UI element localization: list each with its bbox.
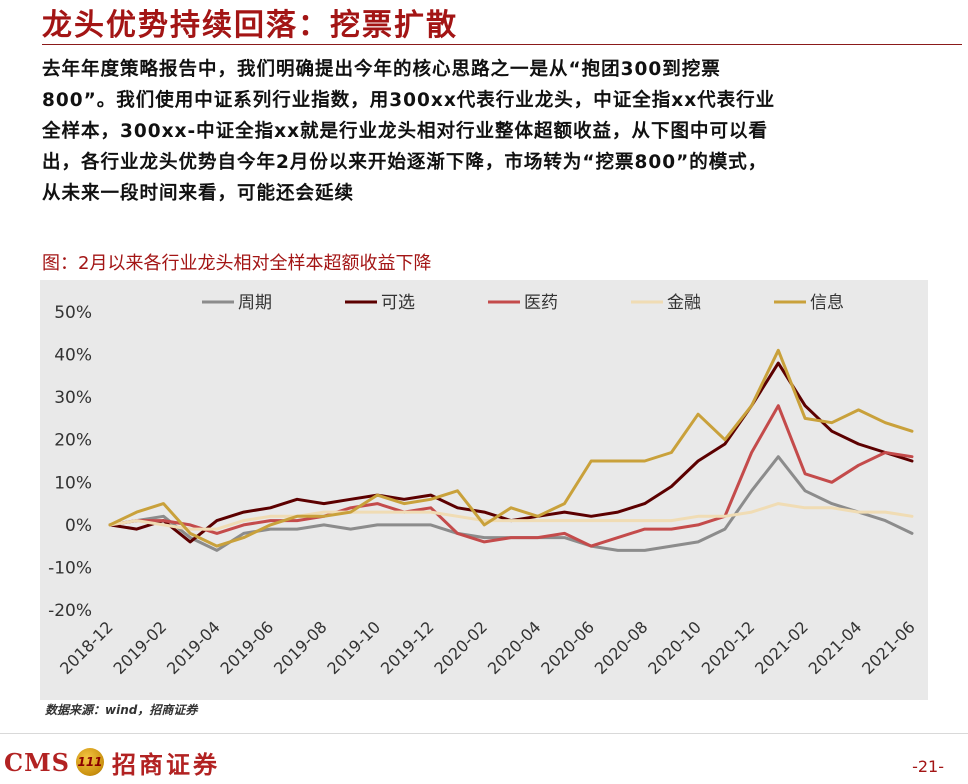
x-tick-label: 2019-10 [323,617,384,678]
body-paragraph: 去年年度策略报告中，我们明确提出今年的核心思路之一是从“抱团300到挖票 800… [42,54,962,209]
series-line [108,502,914,531]
body-line: 全样本，300xx-中证全指xx就是行业龙头相对行业整体超额收益，从下图中可以看 [42,121,769,142]
y-tick-label: 10% [54,473,92,493]
y-tick-label: 40% [54,346,92,366]
series-line [108,348,914,548]
legend-label: 可选 [381,293,415,313]
x-tick-label: 2020-02 [430,617,491,678]
line-chart: 50%40%30%20%10%0%-10%-20%2018-122019-022… [48,293,919,678]
legend-label: 医药 [524,293,558,313]
series-line [108,404,914,548]
page-title: 龙头优势持续回落：挖票扩散 [42,8,458,43]
x-tick-label: 2019-04 [163,617,224,678]
data-source: 数据来源：wind，招商证券 [45,703,198,717]
x-tick-label: 2019-08 [270,617,331,678]
x-tick-label: 2020-12 [698,617,759,678]
body-line: 800”。我们使用中证系列行业指数，用300xx代表行业龙头，中证全指xx代表行… [42,90,776,111]
figure-caption: 图：2月以来各行业龙头相对全样本超额收益下降 [42,253,432,274]
x-tick-label: 2019-06 [217,617,278,678]
body-line: 出，各行业龙头优势自今年2月份以来开始逐渐下降，市场转为“挖票800”的模式， [42,152,768,173]
logo-badge-text: 111 [77,755,103,769]
body-line: 从未来一段时间来看，可能还会延续 [42,183,355,204]
body-line: 去年年度策略报告中，我们明确提出今年的核心思路之一是从“抱团300到挖票 [42,59,721,80]
logo-text: CMS [4,747,70,777]
y-tick-label: 0% [65,516,92,536]
y-tick-label: -10% [48,558,92,578]
x-tick-label: 2019-02 [110,617,171,678]
x-tick-label: 2020-10 [644,617,705,678]
footer-divider [0,733,968,734]
y-tick-label: 30% [54,388,92,408]
title-divider [42,44,962,45]
legend-label: 信息 [810,293,844,313]
logo-badge-icon: 111 [76,748,104,776]
x-tick-label: 2021-02 [751,617,812,678]
y-tick-label: 50% [54,303,92,323]
x-tick-label: 2020-04 [484,617,545,678]
page-number: -21- [912,757,944,776]
y-tick-label: 20% [54,431,92,451]
x-tick-label: 2018-12 [56,617,117,678]
legend-label: 周期 [238,293,272,313]
company-name: 招商证券 [112,749,220,779]
x-tick-label: 2019-12 [377,617,438,678]
x-tick-label: 2021-04 [805,617,866,678]
x-tick-label: 2021-06 [858,617,919,678]
series-line [108,361,914,544]
x-tick-label: 2020-08 [591,617,652,678]
legend-label: 金融 [667,293,701,313]
y-tick-label: -20% [48,601,92,621]
x-tick-label: 2020-06 [537,617,598,678]
chart-area: 50% 40% 30% 20% 10% 0% -10% -20% 2018-12 2019-02 2… [40,280,928,700]
company-logo: CMS 111 招商证券 [4,745,220,779]
